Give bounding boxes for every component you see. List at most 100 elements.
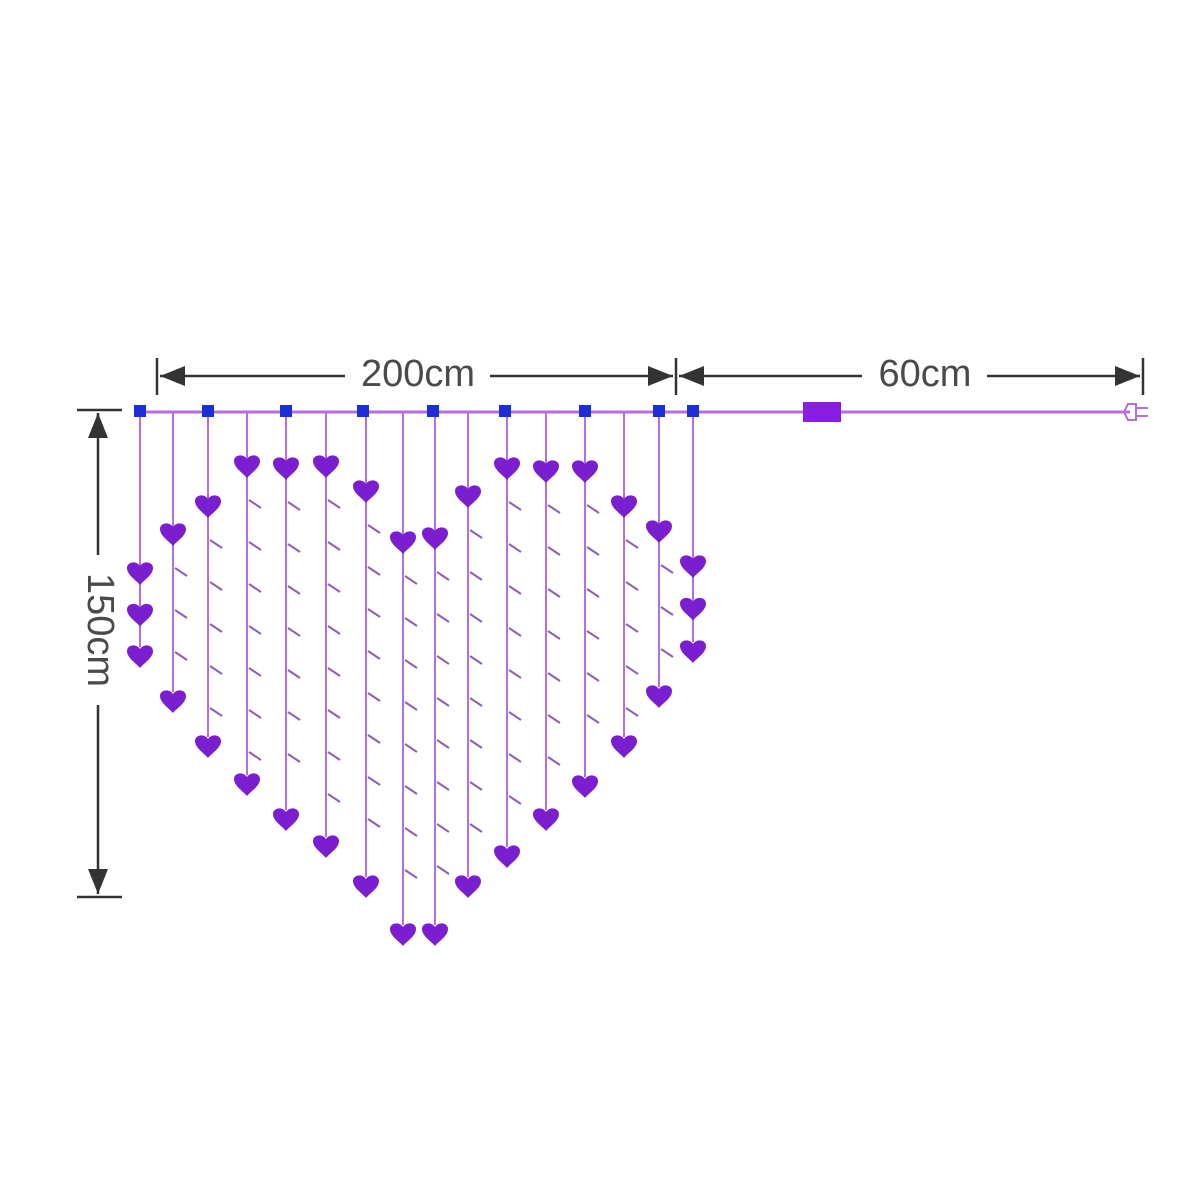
heart-light xyxy=(195,495,221,518)
led-dash xyxy=(586,714,600,724)
led-dash xyxy=(660,564,674,574)
led-dash xyxy=(404,827,418,837)
led-dash xyxy=(660,648,674,658)
heart-light xyxy=(646,520,672,543)
led-dash xyxy=(327,709,341,719)
led-dash xyxy=(174,651,188,661)
led-dash xyxy=(248,625,262,635)
heart-light xyxy=(680,555,706,578)
led-dash xyxy=(547,546,561,556)
heart-light xyxy=(234,773,260,796)
connector xyxy=(499,405,511,417)
led-dash xyxy=(367,524,381,534)
led-dash xyxy=(625,581,639,591)
led-dash xyxy=(327,667,341,677)
led-dash xyxy=(367,566,381,576)
heart-light xyxy=(455,875,481,898)
heart-light xyxy=(273,808,299,831)
led-dash xyxy=(547,672,561,682)
led-dash xyxy=(508,795,522,805)
led-dash xyxy=(209,623,223,633)
heart-light xyxy=(313,835,339,858)
connector xyxy=(687,405,699,417)
led-dash xyxy=(367,650,381,660)
connector xyxy=(427,405,439,417)
led-dash xyxy=(625,623,639,633)
led-dash xyxy=(469,571,483,581)
led-dash xyxy=(547,756,561,766)
led-dash xyxy=(287,753,301,763)
led-dash xyxy=(508,669,522,679)
led-dash xyxy=(287,669,301,679)
led-dash xyxy=(404,785,418,795)
connector xyxy=(579,405,591,417)
heart-light xyxy=(533,460,559,483)
heart-light xyxy=(572,775,598,798)
led-dash xyxy=(625,539,639,549)
heart-light xyxy=(533,808,559,831)
led-dash xyxy=(436,865,450,875)
heart-light xyxy=(160,523,186,546)
heart-light xyxy=(390,923,416,946)
led-dash xyxy=(404,575,418,585)
connector xyxy=(653,405,665,417)
led-dash xyxy=(508,753,522,763)
led-dash xyxy=(248,583,262,593)
led-dash xyxy=(547,714,561,724)
led-dash xyxy=(209,665,223,675)
led-dash xyxy=(469,697,483,707)
led-dash xyxy=(547,504,561,514)
heart-light xyxy=(390,531,416,554)
led-dash xyxy=(508,711,522,721)
led-dash xyxy=(586,588,600,598)
heart-light xyxy=(353,480,379,503)
led-dash xyxy=(625,707,639,717)
connector xyxy=(280,405,292,417)
led-dash xyxy=(327,793,341,803)
led-dash xyxy=(174,567,188,577)
led-dash xyxy=(404,659,418,669)
led-dash xyxy=(248,541,262,551)
led-dash xyxy=(508,585,522,595)
led-dash xyxy=(327,499,341,509)
led-dash xyxy=(287,501,301,511)
led-dash xyxy=(508,627,522,637)
led-dash xyxy=(367,776,381,786)
led-dash xyxy=(436,655,450,665)
led-dash xyxy=(469,823,483,833)
led-dash xyxy=(469,781,483,791)
plug xyxy=(1122,403,1148,421)
led-dash xyxy=(404,743,418,753)
led-dash xyxy=(248,499,262,509)
led-dash xyxy=(436,613,450,623)
led-dash xyxy=(367,818,381,828)
heart-light xyxy=(273,457,299,480)
heart-light xyxy=(313,455,339,478)
led-dash xyxy=(404,869,418,879)
led-dash xyxy=(625,665,639,675)
led-dash xyxy=(248,751,262,761)
height-label: 150cm xyxy=(79,573,121,687)
heart-light xyxy=(127,562,153,585)
led-dash xyxy=(287,627,301,637)
led-dash xyxy=(586,672,600,682)
heart-light xyxy=(160,690,186,713)
led-dash xyxy=(436,781,450,791)
led-dash xyxy=(436,697,450,707)
heart-light xyxy=(127,603,153,627)
led-dash xyxy=(436,823,450,833)
connector xyxy=(357,405,369,417)
led-dash xyxy=(287,711,301,721)
led-dash xyxy=(436,739,450,749)
led-dash xyxy=(469,529,483,539)
led-dash xyxy=(469,655,483,665)
led-dash xyxy=(404,617,418,627)
led-dash xyxy=(436,571,450,581)
led-dash xyxy=(174,609,188,619)
heart-light xyxy=(680,640,706,663)
led-dash xyxy=(508,543,522,553)
heart-light xyxy=(422,923,448,946)
cord-label: 60cm xyxy=(879,353,972,395)
